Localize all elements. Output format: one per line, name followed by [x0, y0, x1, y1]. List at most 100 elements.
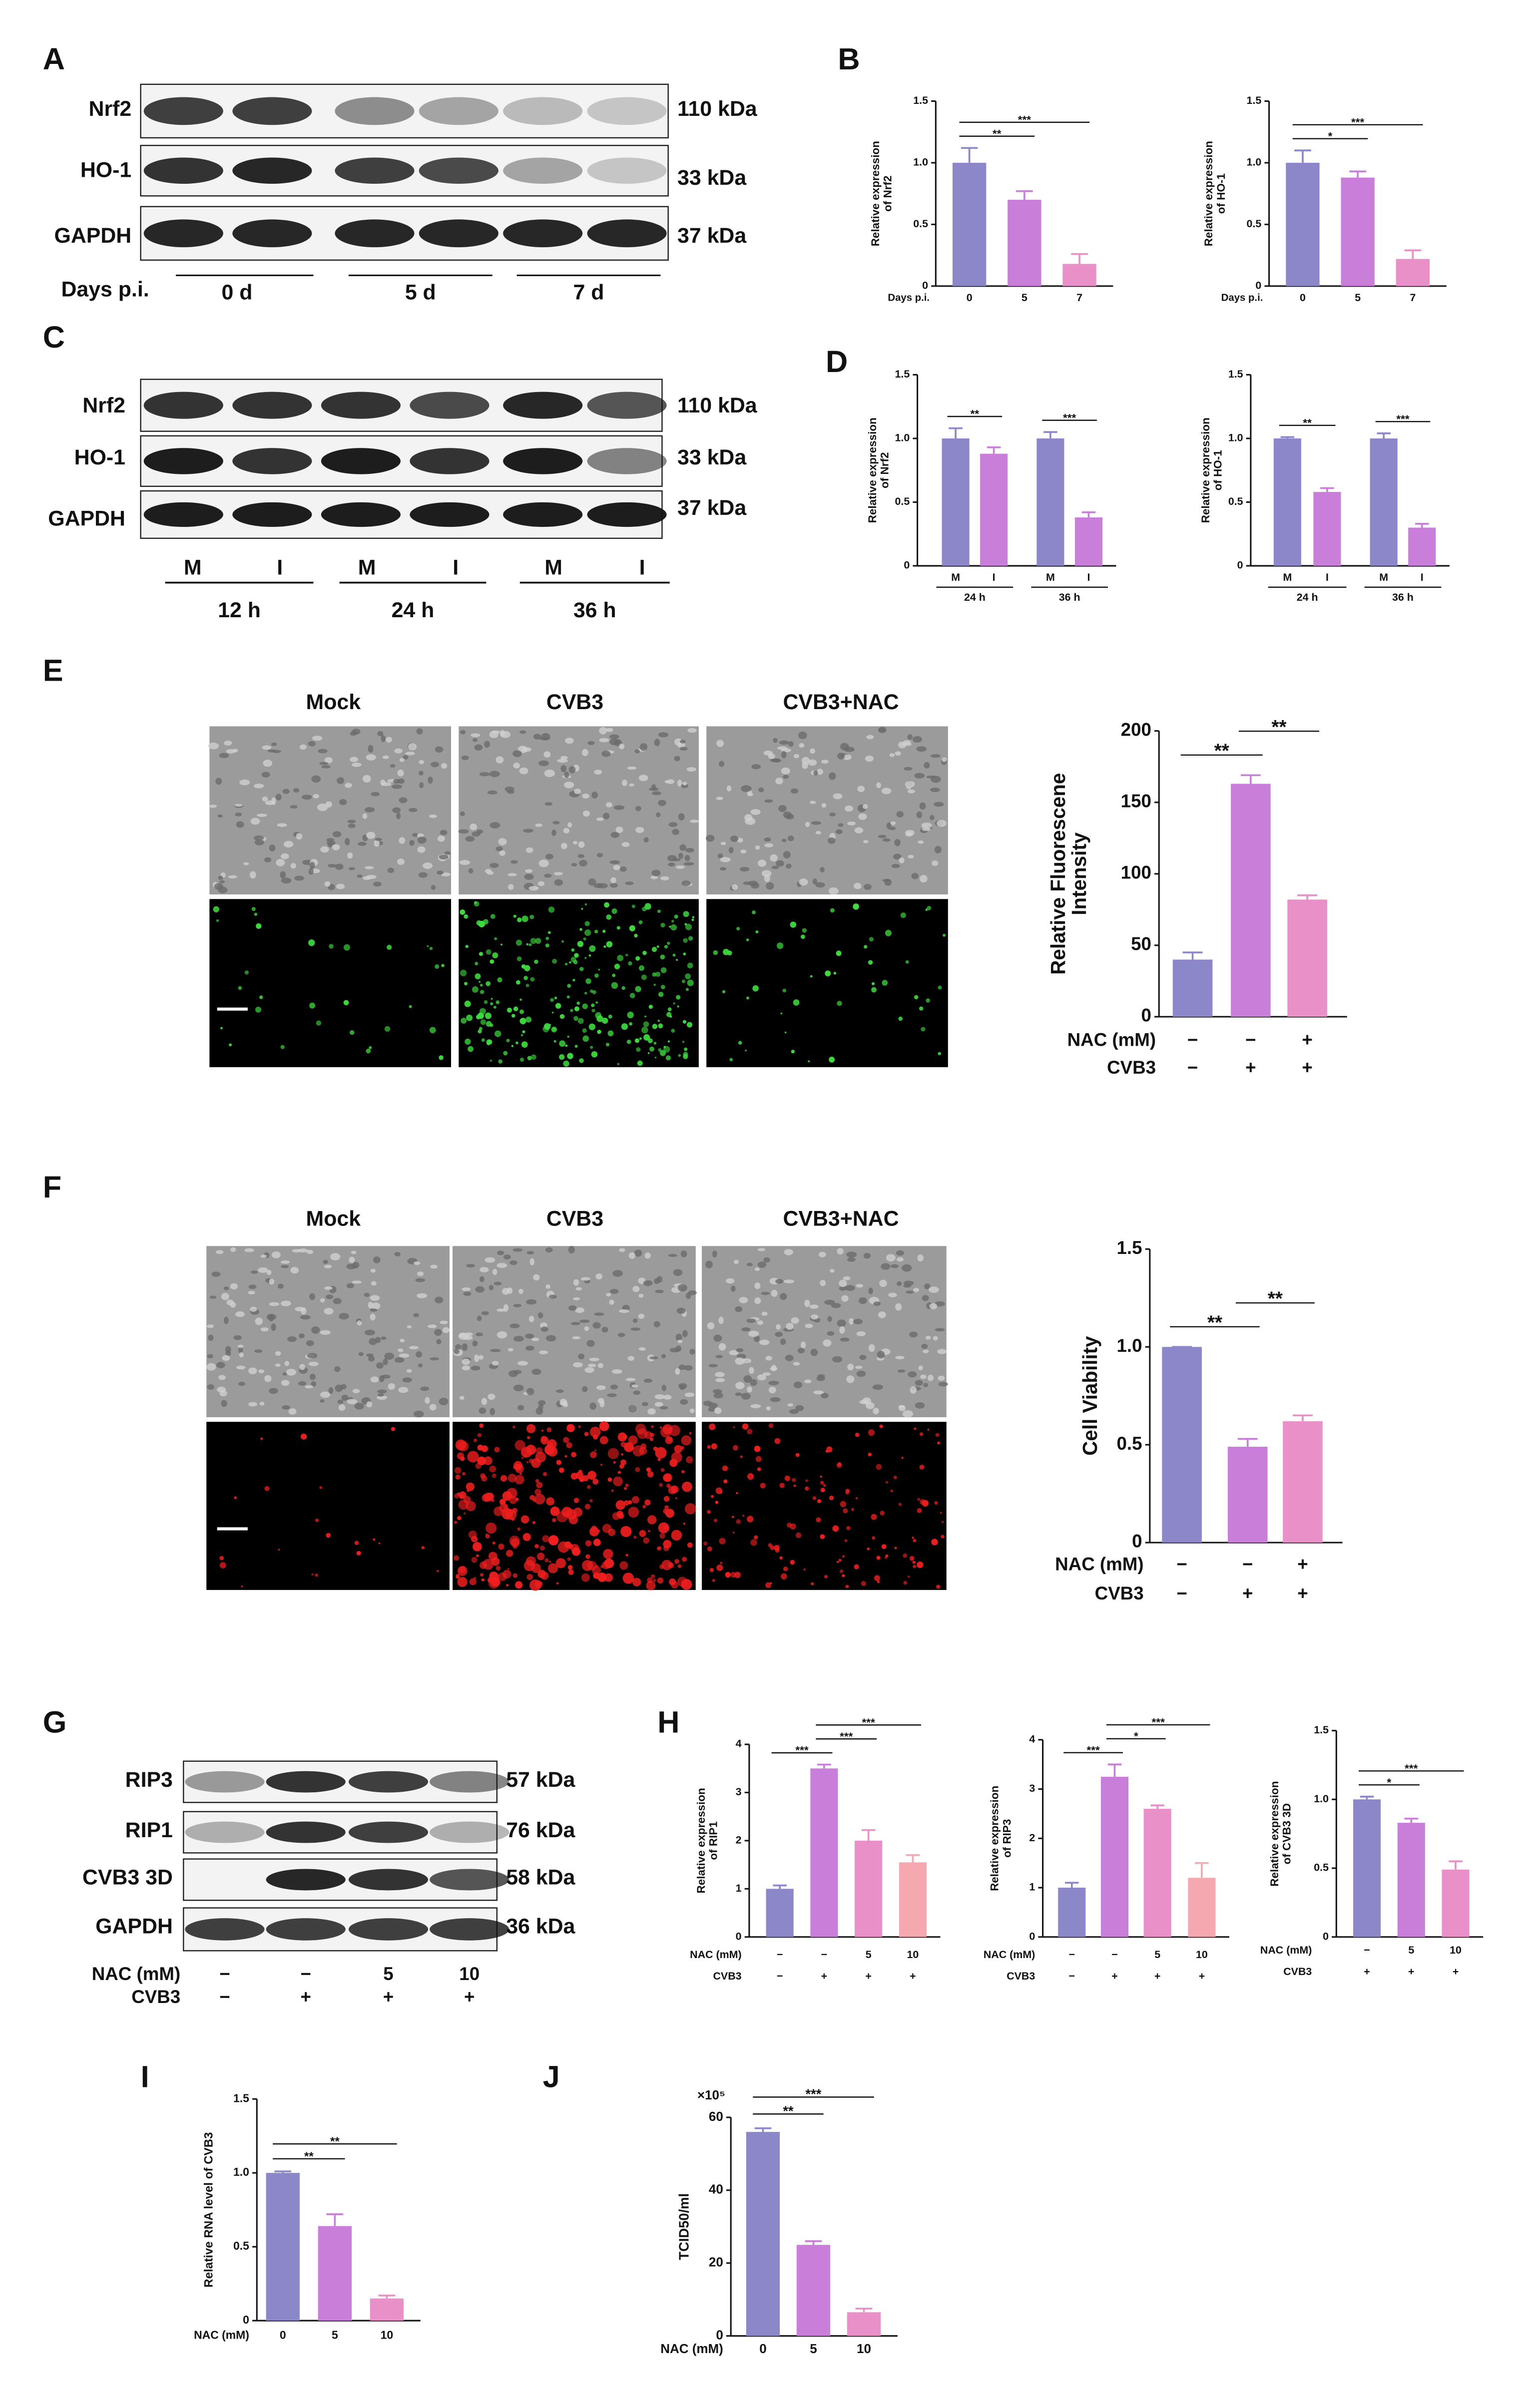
cell — [930, 776, 941, 783]
cell — [368, 1355, 375, 1362]
cell — [287, 1336, 297, 1342]
cell — [269, 1278, 275, 1285]
cell — [909, 1331, 918, 1338]
cell — [581, 907, 583, 910]
y-axis-label: Relative Fluorescene — [1046, 773, 1069, 975]
cell — [610, 1384, 618, 1390]
cell — [551, 1011, 554, 1014]
cell — [473, 1438, 478, 1443]
x-tick-label: 0 — [967, 292, 973, 304]
cell — [919, 1006, 924, 1011]
cell — [856, 1284, 864, 1288]
cell — [842, 1555, 845, 1558]
cell — [919, 1432, 924, 1436]
cell — [621, 986, 625, 990]
cell — [722, 990, 726, 993]
cell — [897, 1369, 906, 1373]
cell — [799, 878, 808, 886]
cell — [934, 1301, 945, 1307]
cell — [490, 1349, 501, 1352]
bar — [1396, 259, 1430, 286]
cell — [576, 1001, 580, 1005]
cell — [595, 1001, 598, 1004]
cell — [729, 1350, 739, 1355]
cell — [620, 1442, 626, 1447]
cell — [586, 1340, 595, 1347]
cell — [732, 1532, 735, 1534]
cell — [815, 830, 821, 834]
cell — [534, 1489, 541, 1496]
cell — [269, 1302, 280, 1306]
cell — [236, 1365, 246, 1370]
cell — [654, 739, 660, 747]
panel-letter: A — [43, 42, 65, 76]
cell — [669, 1578, 676, 1586]
cell — [573, 1297, 580, 1300]
cell — [719, 761, 725, 767]
cell — [479, 772, 490, 777]
blot-band — [266, 1771, 346, 1793]
cell — [300, 1315, 311, 1320]
bar — [1397, 1823, 1425, 1937]
cell — [512, 1544, 517, 1549]
cell — [333, 1298, 342, 1304]
cell — [640, 1443, 647, 1449]
cell — [650, 1574, 655, 1579]
cell — [643, 837, 649, 842]
treatment-value: + — [1245, 1057, 1256, 1078]
cell — [901, 1457, 904, 1459]
treatment-label: NAC (mM) — [92, 1964, 180, 1984]
cell — [878, 1311, 886, 1318]
cell — [555, 1558, 566, 1569]
cell — [766, 882, 774, 890]
cell — [381, 735, 386, 743]
cell — [652, 972, 657, 977]
cell — [377, 1395, 387, 1400]
cell — [497, 1308, 506, 1312]
cell — [233, 1335, 242, 1340]
cell — [712, 1250, 717, 1258]
column-title: CVB3+NAC — [783, 1206, 899, 1230]
cell — [652, 1024, 658, 1029]
cell — [471, 733, 481, 738]
cell — [681, 1470, 685, 1474]
cell — [574, 1006, 579, 1012]
cell — [684, 1392, 695, 1397]
cell — [941, 1521, 944, 1524]
cell — [675, 865, 685, 869]
cell — [555, 1003, 561, 1009]
y-tick-label: 3 — [736, 1786, 742, 1798]
cell — [570, 1473, 578, 1480]
blot-band — [232, 502, 312, 527]
cell — [485, 1012, 492, 1019]
cell — [585, 1554, 590, 1559]
micrograph — [459, 726, 699, 895]
cell — [725, 1278, 735, 1284]
cell — [837, 1248, 844, 1255]
cell — [657, 1577, 664, 1584]
cell — [935, 1328, 945, 1332]
y-tick-label: 1.5 — [233, 2091, 249, 2104]
cell — [549, 1024, 551, 1026]
cell — [657, 1019, 660, 1022]
cell — [489, 771, 500, 778]
cell — [380, 780, 386, 786]
cell — [584, 1326, 589, 1331]
cell — [563, 827, 569, 833]
cell — [527, 1436, 530, 1440]
cell — [494, 937, 498, 940]
cell — [674, 756, 680, 762]
cell — [689, 1432, 692, 1435]
blot-band — [321, 392, 401, 419]
cell — [535, 823, 542, 827]
cell — [660, 1426, 671, 1438]
blot-band — [503, 502, 583, 527]
cell — [565, 738, 574, 744]
cell — [321, 765, 331, 769]
cell — [295, 1306, 305, 1311]
cell — [565, 1044, 568, 1047]
cell — [687, 979, 694, 986]
cell — [880, 1511, 885, 1516]
cell — [490, 1023, 494, 1027]
cell — [293, 788, 300, 793]
